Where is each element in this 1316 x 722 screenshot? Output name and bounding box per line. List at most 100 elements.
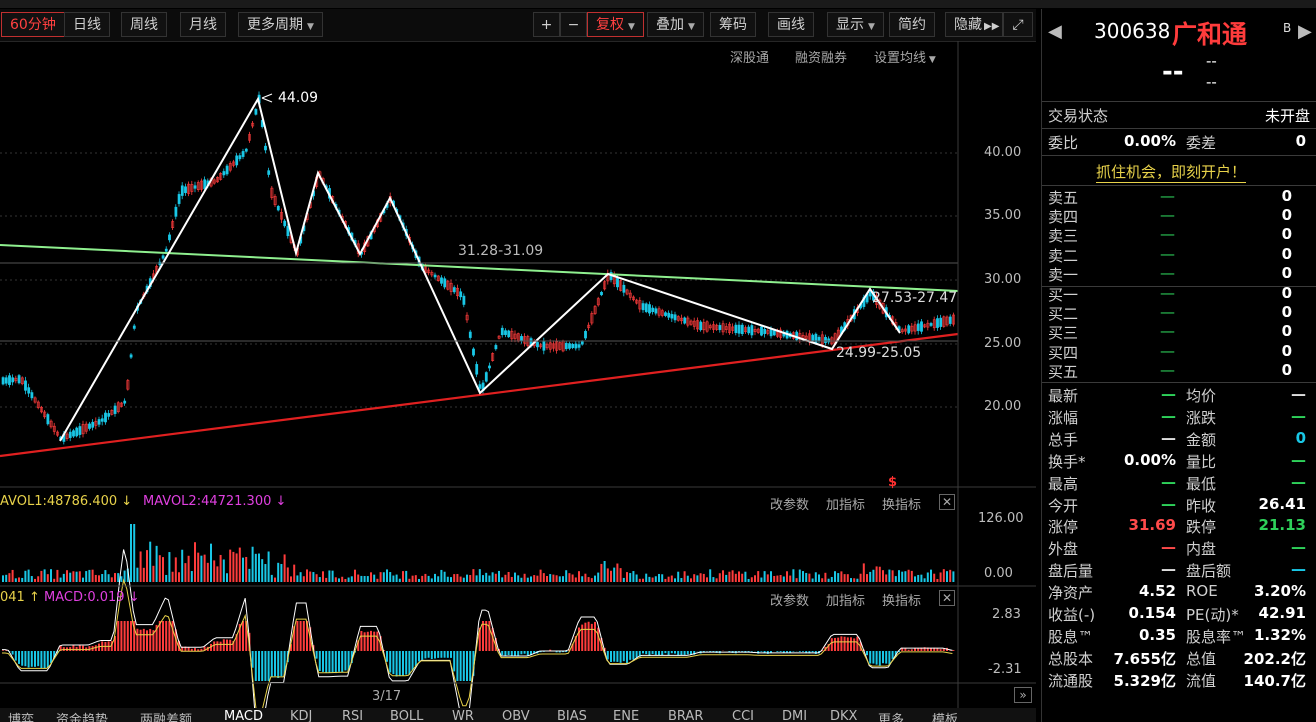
candle-body: [88, 423, 91, 429]
order-book-row[interactable]: 卖四 — 0: [1048, 206, 1310, 227]
volume-bar: [533, 575, 536, 582]
macd-bar: [901, 647, 904, 651]
display-dropdown[interactable]: 显示 ▼: [827, 12, 884, 37]
tab-brar[interactable]: BRAR: [668, 709, 704, 722]
zoom-in-button[interactable]: +: [533, 12, 560, 37]
order-book-row[interactable]: 买一 — 0: [1048, 284, 1310, 305]
tab-macd[interactable]: MACD: [224, 709, 263, 722]
kline-chart[interactable]: $: [0, 41, 1036, 708]
macd-bar: [302, 621, 305, 651]
volume-bar: [686, 575, 689, 582]
zoom-out-button[interactable]: −: [560, 12, 587, 37]
add-indicator-link[interactable]: 加指标: [826, 594, 866, 609]
volume-bar: [466, 574, 468, 582]
candle-body: [680, 317, 683, 322]
scroll-right-button[interactable]: »: [1014, 687, 1032, 703]
macd-legend-value: MACD:0.019 ↓: [44, 590, 140, 605]
stat-value: 0.154: [1128, 604, 1176, 622]
candle-body: [827, 338, 831, 343]
level-label: 买四: [1048, 343, 1079, 362]
next-stock-button[interactable]: ▶: [1298, 21, 1312, 42]
volume-bar: [738, 571, 740, 582]
macd-bar: [526, 651, 529, 656]
tab-kdj[interactable]: KDJ: [290, 709, 313, 722]
add-indicator-link[interactable]: 加指标: [826, 498, 866, 513]
candle-body: [817, 336, 821, 342]
candle-body: [68, 431, 72, 438]
candle-body: [235, 155, 239, 166]
macd-bar: [162, 621, 164, 651]
stat-value: —: [1291, 406, 1306, 425]
stat-value: 140.7亿: [1243, 671, 1306, 690]
chips-button[interactable]: 筹码: [710, 12, 756, 37]
tab-margin-diff[interactable]: 两融差额: [140, 713, 193, 722]
tab-dmi[interactable]: DMI: [782, 709, 808, 722]
order-book-row[interactable]: 卖五 — 0: [1048, 187, 1310, 208]
tab-boyi[interactable]: 博弈: [8, 713, 35, 722]
macd-bar: [18, 651, 20, 664]
switch-indicator-link[interactable]: 换指标: [882, 594, 922, 609]
open-account-promo-link[interactable]: 抓住机会，即刻开户！: [1096, 163, 1247, 183]
tab-more[interactable]: 更多: [878, 713, 905, 722]
volume-bar: [181, 549, 184, 582]
tab-boll[interactable]: BOLL: [390, 709, 424, 722]
macd-bar: [446, 651, 449, 658]
tab-wr[interactable]: WR: [452, 709, 474, 722]
tab-bias[interactable]: BIAS: [557, 709, 587, 722]
volume-bar: [795, 578, 798, 582]
volume-bar: [379, 572, 382, 582]
order-book-row[interactable]: 买四 — 0: [1048, 342, 1310, 363]
volume-bar: [341, 576, 344, 582]
candle-body: [654, 308, 658, 314]
edit-params-link[interactable]: 改参数: [770, 498, 810, 513]
volume-bar: [360, 575, 363, 582]
level-label: 卖三: [1048, 227, 1079, 246]
tab-ene[interactable]: ENE: [613, 709, 640, 722]
period-month-button[interactable]: 月线: [180, 12, 226, 37]
volume-bar: [462, 577, 465, 582]
hk-connect-link[interactable]: 深股通: [730, 51, 770, 66]
volume-bar: [194, 542, 196, 582]
tab-template[interactable]: 模板: [932, 713, 959, 722]
edit-params-link[interactable]: 改参数: [770, 594, 810, 609]
order-book-row[interactable]: 买二 — 0: [1048, 303, 1310, 324]
candle-body: [520, 336, 523, 342]
order-book-row[interactable]: 卖二 — 0: [1048, 245, 1310, 266]
tab-cci[interactable]: CCI: [732, 709, 754, 722]
prev-stock-button[interactable]: ◀: [1048, 21, 1062, 42]
more-periods-dropdown[interactable]: 更多周期 ▼: [238, 12, 323, 37]
close-panel-button[interactable]: ✕: [939, 494, 955, 510]
stat-cell: 跌停 21.13: [1186, 516, 1306, 538]
macd-bar: [488, 621, 491, 651]
order-book-row[interactable]: 卖三 — 0: [1048, 225, 1310, 246]
order-book-row[interactable]: 买五 — 0: [1048, 361, 1310, 382]
macd-bar: [398, 651, 401, 677]
event-marker-icon[interactable]: $: [888, 475, 897, 490]
stat-cell: 换手* 0.00%: [1048, 451, 1176, 473]
period-day-button[interactable]: 日线: [64, 12, 110, 37]
macd-bar: [360, 630, 363, 651]
overlay-dropdown[interactable]: 叠加 ▼: [647, 12, 704, 37]
order-book-row[interactable]: 买三 — 0: [1048, 322, 1310, 343]
period-60min-button[interactable]: 60分钟: [1, 12, 65, 37]
tab-dkx[interactable]: DKX: [830, 709, 858, 722]
ma-settings-link[interactable]: 设置均线 ▼: [874, 47, 936, 66]
tab-obv[interactable]: OBV: [502, 709, 530, 722]
draw-line-button[interactable]: 画线: [768, 12, 814, 37]
fullscreen-button[interactable]: ⤢: [1003, 12, 1033, 37]
margin-trading-link[interactable]: 融资融券: [795, 51, 848, 66]
order-book-row[interactable]: 卖一 — 0: [1048, 264, 1310, 285]
macd-bar: [456, 651, 459, 681]
close-panel-button[interactable]: ✕: [939, 590, 955, 606]
tab-rsi[interactable]: RSI: [342, 709, 364, 722]
period-week-button[interactable]: 周线: [121, 12, 167, 37]
simple-mode-button[interactable]: 简约: [889, 12, 935, 37]
switch-indicator-link[interactable]: 换指标: [882, 498, 922, 513]
macd-bar: [405, 651, 408, 675]
level-price: —: [1160, 303, 1175, 322]
candle-body: [548, 342, 552, 350]
volume-bar: [142, 567, 145, 582]
hide-button[interactable]: 隐藏 ▶▶: [945, 12, 1003, 37]
tab-fund-trend[interactable]: 资金趋势: [56, 713, 109, 722]
adjust-dropdown[interactable]: 复权 ▼: [587, 12, 644, 37]
